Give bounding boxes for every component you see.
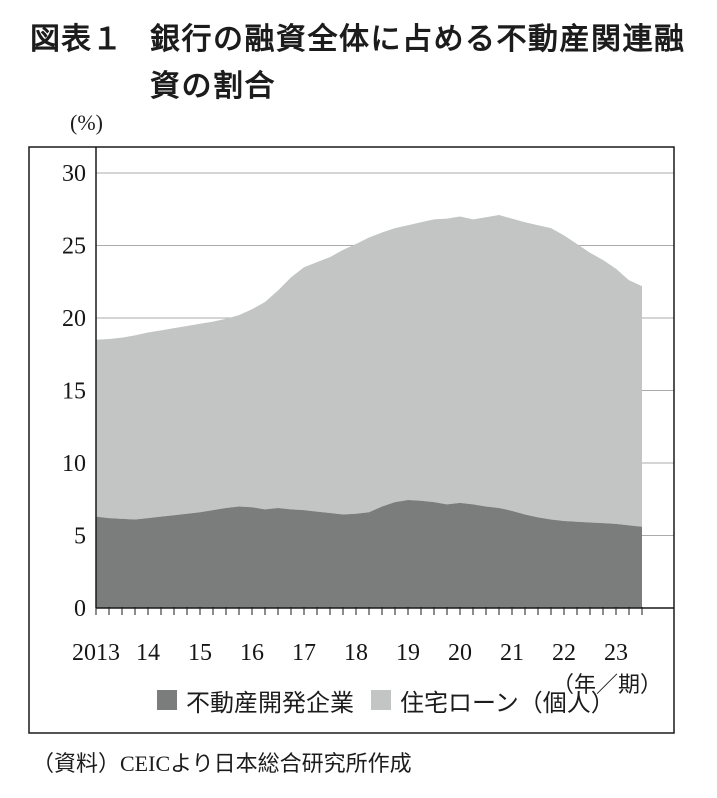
y-tick-label: 25 bbox=[62, 234, 86, 260]
y-tick-label: 15 bbox=[62, 379, 86, 405]
x-axis-note: （年／期） bbox=[551, 672, 662, 697]
area-housing-loans bbox=[96, 215, 642, 527]
figure-border bbox=[28, 146, 675, 734]
area-developers bbox=[96, 499, 642, 608]
y-tick-label: 20 bbox=[62, 306, 86, 332]
x-tick-label: 19 bbox=[396, 640, 420, 666]
figure-title: 銀行の融資全体に占める不動産関連融資の割合 bbox=[150, 23, 686, 103]
figure-title-row: 図表１ 銀行の融資全体に占める不動産関連融資の割合 bbox=[30, 16, 687, 110]
chart-legend: 不動産開発企業 住宅ローン（個人） bbox=[157, 686, 615, 717]
legend-item-housing: 住宅ローン（個人） bbox=[371, 683, 615, 718]
x-tick-label: 20 bbox=[448, 640, 472, 666]
legend-label-housing: 住宅ローン（個人） bbox=[400, 690, 615, 717]
y-tick-label: 0 bbox=[74, 596, 86, 622]
y-tick-label: 10 bbox=[62, 451, 86, 477]
x-tick-label: 15 bbox=[188, 640, 212, 666]
legend-swatch-housing bbox=[371, 690, 391, 710]
x-tick-label: 18 bbox=[344, 640, 368, 666]
x-tick-label: 22 bbox=[552, 640, 576, 666]
y-tick-label: 5 bbox=[74, 524, 86, 550]
source-note: （資料）CEICより日本総合研究所作成 bbox=[32, 751, 412, 776]
legend-label-developer: 不動産開発企業 bbox=[186, 690, 354, 717]
x-tick-label: 2013 bbox=[72, 640, 120, 666]
x-tick-label: 16 bbox=[240, 640, 264, 666]
x-tick-label: 21 bbox=[500, 640, 524, 666]
figure-number-label: 図表１ bbox=[30, 23, 123, 56]
legend-item-developer: 不動産開発企業 bbox=[157, 683, 354, 718]
y-tick-label: 30 bbox=[62, 161, 86, 187]
legend-swatch-developer bbox=[157, 690, 177, 710]
y-axis-unit-label: (%) bbox=[70, 110, 103, 135]
x-tick-label: 14 bbox=[136, 640, 160, 666]
x-tick-label: 17 bbox=[292, 640, 316, 666]
stacked-area-chart: 0 5 10 15 20 25 30 2013 14 15 16 17 18 19 20 21 22 23 bbox=[28, 146, 675, 734]
x-tick-label: 23 bbox=[604, 640, 628, 666]
chart-area: 0 5 10 15 20 25 30 2013 14 15 16 17 18 19 20 21 22 23 bbox=[28, 146, 675, 734]
